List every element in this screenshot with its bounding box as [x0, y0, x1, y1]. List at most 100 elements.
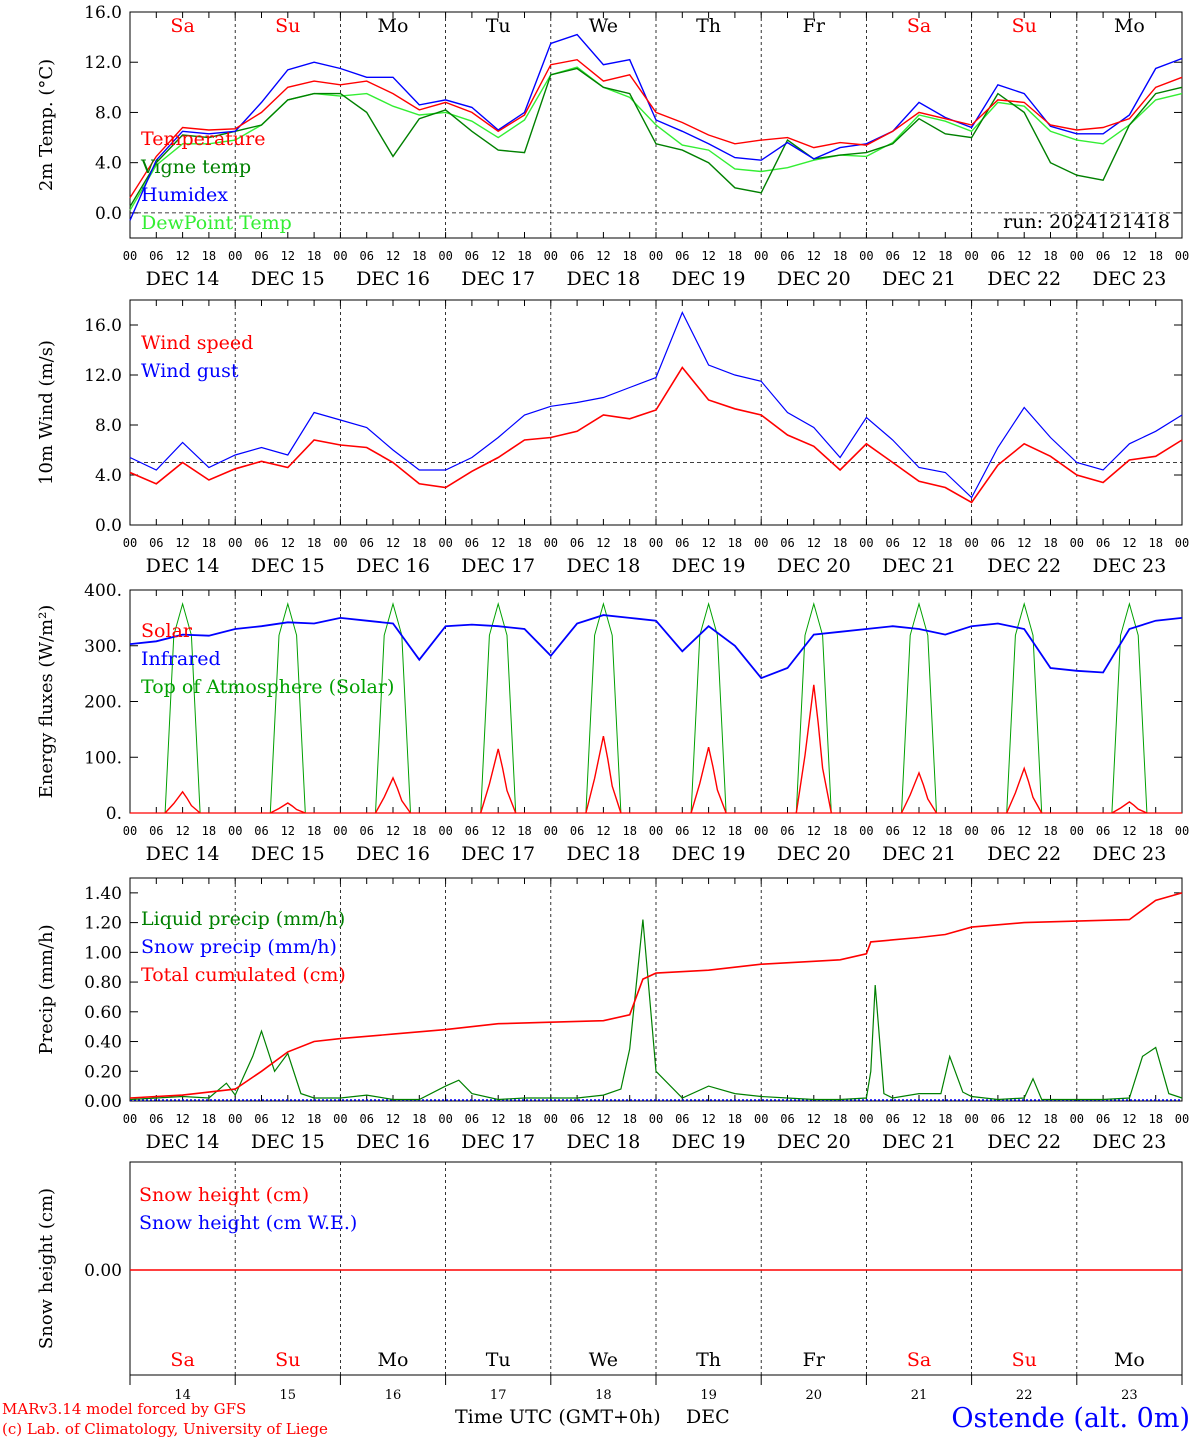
legend-entry: Wind speed [141, 332, 253, 354]
hour-tick-label: 18 [412, 249, 426, 263]
y-tick-label: 0.00 [84, 1092, 122, 1112]
hour-tick-label: 12 [912, 249, 926, 263]
date-label: DEC 16 [356, 268, 430, 290]
series-line-wind-gust [129, 311, 1183, 499]
hour-tick-label: 06 [465, 536, 479, 550]
hour-tick-label: 12 [491, 249, 505, 263]
hour-tick-label: 12 [386, 536, 400, 550]
date-label: DEC 21 [882, 555, 956, 577]
hour-tick-label: 18 [202, 249, 216, 263]
hour-tick-label: 00 [964, 536, 978, 550]
hour-tick-label: 18 [1043, 536, 1057, 550]
day-name-label: Su [275, 1349, 300, 1371]
hour-tick-label: 18 [517, 249, 531, 263]
date-label: DEC 18 [566, 268, 640, 290]
legend-entry: Humidex [141, 184, 228, 206]
hour-tick-label: 00 [754, 824, 768, 838]
panel-4: 00 06 12 18 00 06 12 18 00 06 12 18 00 06 12 18 00 06 12 18… [36, 877, 1189, 1153]
series-line-toa-solar [269, 602, 306, 814]
hour-tick-label: 06 [780, 1112, 794, 1126]
date-label: DEC 16 [356, 1131, 430, 1153]
hour-tick-label: 00 [1070, 1112, 1084, 1126]
date-label: DEC 16 [356, 843, 430, 865]
hour-tick-label: 12 [701, 249, 715, 263]
y-tick-label: 200. [84, 693, 122, 713]
hour-tick-label: 18 [517, 536, 531, 550]
hour-tick-label: 18 [938, 824, 952, 838]
legend-entry: Snow height (cm) [139, 1184, 309, 1206]
date-label: DEC 18 [566, 555, 640, 577]
hour-tick-label: 18 [622, 1112, 636, 1126]
footer-model-credit: MARv3.14 model forced by GFS [2, 1400, 246, 1418]
hour-tick-label: 18 [833, 1112, 847, 1126]
panel-frame [129, 299, 1183, 526]
hour-tick-label: 18 [622, 824, 636, 838]
hour-tick-label: 00 [964, 824, 978, 838]
hour-tick-label: 18 [307, 249, 321, 263]
y-tick-label: 4.0 [95, 466, 122, 486]
hour-tick-label: 18 [202, 536, 216, 550]
hour-tick-label: 00 [1070, 824, 1084, 838]
day-name-label: Sa [170, 1349, 194, 1371]
hour-tick-label: 12 [596, 249, 610, 263]
day-name-label: Mo [1114, 15, 1145, 37]
hour-tick-label: 18 [202, 824, 216, 838]
day-name-label: Th [696, 15, 721, 37]
hour-tick-label: 00 [333, 1112, 347, 1126]
hour-tick-label: 00 [333, 536, 347, 550]
hour-tick-label: 00 [228, 824, 242, 838]
day-number-label: 14 [174, 1388, 191, 1403]
hour-tick-label: 18 [412, 536, 426, 550]
y-tick-label: 0.20 [84, 1062, 122, 1082]
hour-tick-label: 06 [359, 824, 373, 838]
hour-tick-label: 12 [175, 1112, 189, 1126]
date-label: DEC 23 [1092, 1131, 1166, 1153]
hour-tick-label: 00 [544, 536, 558, 550]
hour-tick-label: 00 [754, 536, 768, 550]
hour-tick-label: 12 [281, 536, 295, 550]
date-label: DEC 23 [1092, 843, 1166, 865]
hour-tick-label: 00 [228, 249, 242, 263]
hour-tick-label: 12 [596, 536, 610, 550]
hour-tick-label: 00 [228, 536, 242, 550]
date-label: DEC 20 [777, 268, 851, 290]
hour-tick-label: 06 [885, 536, 899, 550]
day-name-label: Sa [907, 15, 931, 37]
legend-entry: Solar [141, 620, 193, 642]
hour-tick-label: 18 [833, 249, 847, 263]
hour-tick-label: 12 [386, 1112, 400, 1126]
series-line-vigne-temp [129, 67, 1183, 207]
y-tick-label: 0. [106, 804, 122, 824]
date-label: DEC 23 [1092, 268, 1166, 290]
date-label: DEC 15 [251, 1131, 325, 1153]
hour-tick-label: 12 [1017, 536, 1031, 550]
hour-tick-label: 00 [1175, 1112, 1189, 1126]
panel-2: 00 06 12 18 00 06 12 18 00 06 12 18 00 06 12 18 00 06 12 18… [36, 299, 1189, 577]
day-name-label: Su [1012, 1349, 1037, 1371]
panel-5: 0.00 Snow height (cm) Snow height (cm) Snow… [36, 1161, 1183, 1403]
day-number-label: 20 [806, 1388, 823, 1403]
hour-tick-label: 12 [281, 824, 295, 838]
series-line-toa-solar [585, 602, 622, 814]
y-tick-label: 12.0 [84, 53, 122, 73]
hour-tick-label: 18 [517, 1112, 531, 1126]
hour-tick-label: 06 [1096, 536, 1110, 550]
hour-tick-label: 12 [912, 536, 926, 550]
date-label: DEC 22 [987, 268, 1061, 290]
hour-tick-label: 12 [491, 824, 505, 838]
hour-tick-label: 06 [1096, 1112, 1110, 1126]
date-label: DEC 15 [251, 268, 325, 290]
y-tick-label: 100. [84, 748, 122, 768]
day-name-label: Th [696, 1349, 721, 1371]
hour-tick-label: 06 [254, 824, 268, 838]
panel-1: 00 06 12 18 00 06 12 18 00 06 12 18 00 06 12 18 00 06 12 18… [36, 3, 1189, 290]
date-label: DEC 19 [672, 843, 746, 865]
date-label: DEC 14 [146, 268, 220, 290]
hour-tick-label: 12 [1017, 1112, 1031, 1126]
hour-tick-label: 00 [123, 824, 137, 838]
date-label: DEC 20 [777, 1131, 851, 1153]
hour-tick-label: 00 [859, 824, 873, 838]
hour-tick-label: 06 [991, 536, 1005, 550]
hour-tick-label: 12 [701, 1112, 715, 1126]
day-number-label: 23 [1121, 1388, 1138, 1403]
